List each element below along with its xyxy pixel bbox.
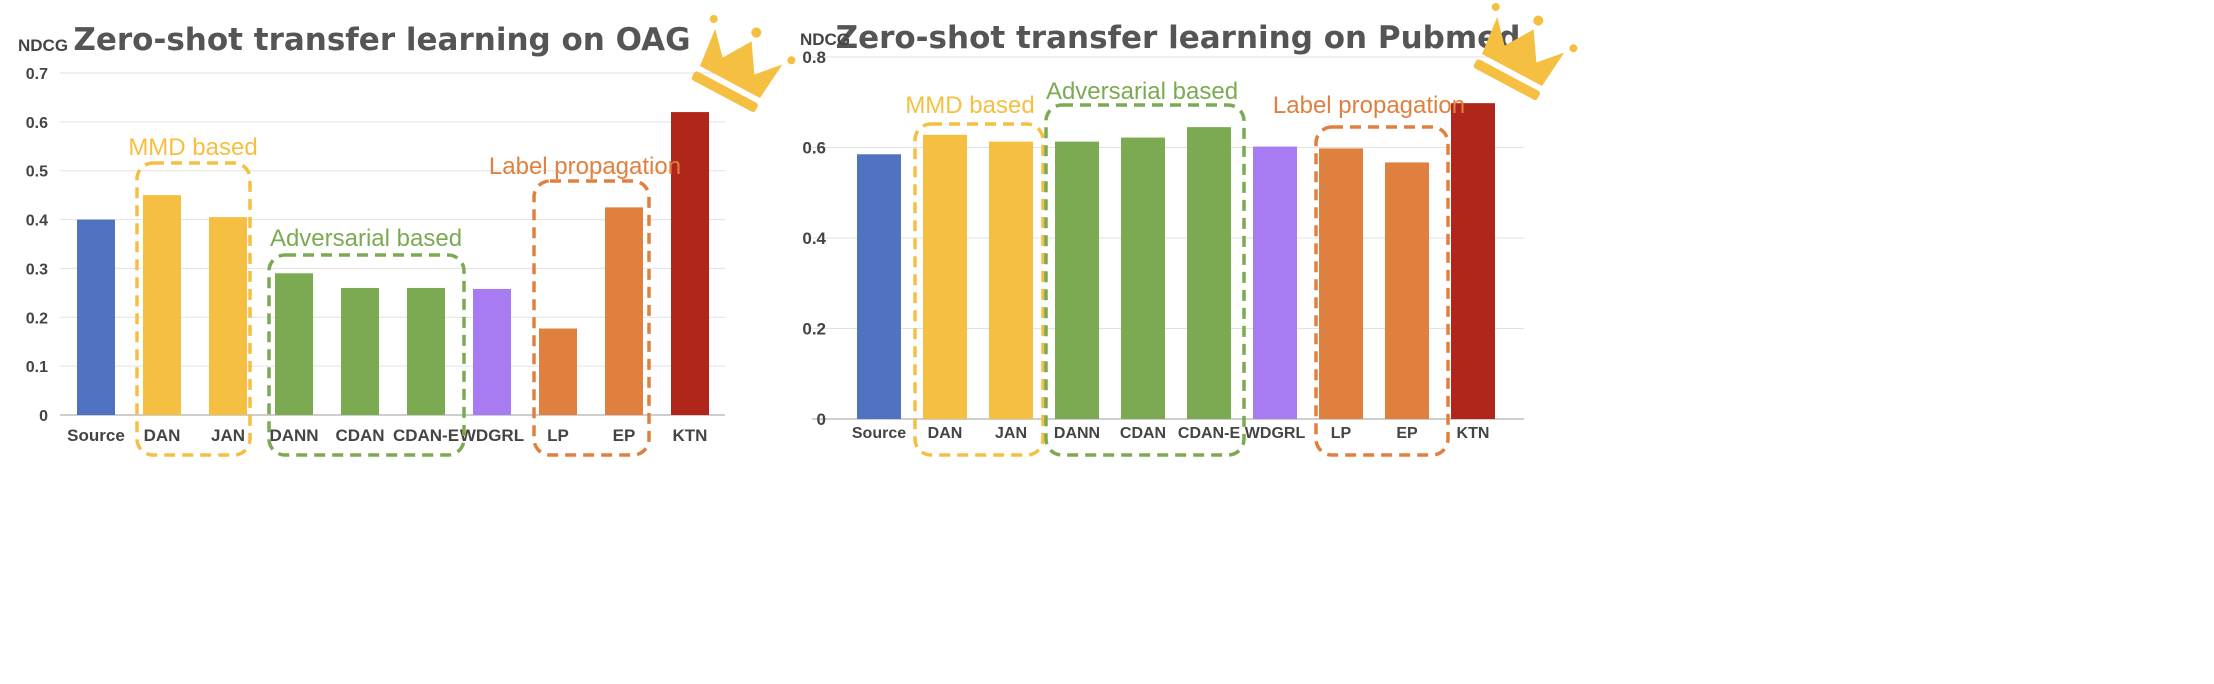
- bar-ktn: [671, 112, 709, 415]
- crown-icon-body: [699, 28, 783, 98]
- y-axis-label: NDCG: [800, 30, 850, 49]
- group-box: [532, 179, 651, 457]
- y-axis-label: NDCG: [18, 36, 68, 55]
- y-tick-label: 0.4: [802, 229, 826, 248]
- y-tick-label: 0.3: [26, 261, 48, 278]
- bar-cdan-e: [1187, 127, 1231, 419]
- x-tick-label: CDAN-E: [393, 426, 459, 445]
- x-tick-label: WDGRL: [460, 426, 524, 445]
- x-tick-label: CDAN: [335, 426, 384, 445]
- chart-title: Zero-shot transfer learning on OAG: [73, 22, 690, 58]
- bar-dann: [275, 273, 313, 415]
- bar-source: [857, 154, 901, 419]
- group-label: MMD based: [128, 134, 257, 161]
- group-label: MMD based: [905, 92, 1034, 119]
- crown-icon: [691, 14, 796, 112]
- x-tick-label: LP: [547, 426, 569, 445]
- bar-cdan: [1121, 137, 1165, 420]
- bar-cdan: [341, 287, 379, 415]
- x-tick-label: CDAN-E: [1178, 425, 1241, 442]
- y-tick-label: 0.1: [26, 359, 48, 376]
- x-tick-label: CDAN: [1120, 425, 1166, 442]
- bar-ep: [605, 207, 643, 415]
- crown-icon-jewel: [709, 14, 718, 23]
- group-label: Adversarial based: [270, 225, 462, 252]
- crown-icon-band: [691, 71, 758, 112]
- group-label: Label propagation: [489, 153, 681, 180]
- y-tick-label: 0.2: [802, 320, 826, 339]
- bar-ktn: [1451, 103, 1495, 419]
- x-tick-label: DANN: [1054, 425, 1100, 442]
- bar-ep: [1385, 162, 1429, 419]
- bar-jan: [989, 141, 1033, 419]
- crown-icon: [1473, 2, 1578, 100]
- chart-oag: Zero-shot transfer learning on OAG NDCG 0 0…: [18, 14, 796, 457]
- chart-title: Zero-shot transfer learning on Pubmed: [836, 20, 1521, 56]
- x-tick-label: JAN: [211, 426, 245, 445]
- x-tick-label: KTN: [1457, 425, 1490, 442]
- crown-icon-jewel: [787, 56, 796, 65]
- group-box: [135, 161, 252, 457]
- x-tick-label: DAN: [928, 425, 963, 442]
- x-tick-label: Source: [67, 426, 125, 445]
- crown-icon-jewel: [1491, 2, 1500, 11]
- x-tick-label: JAN: [995, 425, 1027, 442]
- crown-icon-jewel: [1569, 44, 1578, 53]
- y-tick-label: 0.7: [26, 66, 48, 83]
- crown-icon-body: [1481, 16, 1565, 86]
- group-box: [1314, 125, 1450, 457]
- bar-dan: [143, 195, 181, 415]
- bar-wdgrl: [1253, 146, 1297, 419]
- x-tick-label: KTN: [673, 426, 708, 445]
- x-tick-label: EP: [613, 426, 636, 445]
- group-label: Adversarial based: [1046, 78, 1238, 105]
- y-tick-label: 0: [39, 408, 48, 425]
- bar-source: [77, 219, 115, 415]
- x-tick-label: EP: [1396, 425, 1418, 442]
- group-label: Label propagation: [1273, 92, 1465, 119]
- bar-dann: [1055, 141, 1099, 419]
- crown-icon-jewel: [751, 27, 762, 38]
- group-box: [267, 253, 466, 457]
- y-tick-label: 0.8: [802, 48, 826, 67]
- bar-wdgrl: [473, 288, 511, 415]
- bar-lp: [539, 328, 577, 415]
- chart-pubmed: Zero-shot transfer learning on PubmedNDC…: [800, 2, 1578, 457]
- group-box: [1044, 103, 1246, 457]
- y-tick-label: 0.6: [802, 139, 826, 158]
- bar-cdan-e: [407, 287, 445, 415]
- x-tick-label: Source: [852, 425, 906, 442]
- x-tick-label: LP: [1331, 425, 1352, 442]
- y-tick-label: 0.6: [26, 115, 48, 132]
- group-box: [913, 122, 1045, 457]
- y-tick-label: 0.2: [26, 310, 48, 327]
- crown-icon-jewel: [1533, 15, 1544, 26]
- bar-jan: [209, 217, 247, 415]
- x-tick-label: DANN: [269, 426, 318, 445]
- bar-dan: [923, 134, 967, 419]
- bar-lp: [1319, 148, 1363, 419]
- y-tick-label: 0.4: [26, 213, 48, 230]
- x-tick-label: DAN: [144, 426, 181, 445]
- y-tick-label: 0: [817, 410, 826, 429]
- y-tick-label: 0.5: [26, 164, 48, 181]
- crown-icon-band: [1473, 59, 1540, 100]
- x-tick-label: WDGRL: [1245, 425, 1306, 442]
